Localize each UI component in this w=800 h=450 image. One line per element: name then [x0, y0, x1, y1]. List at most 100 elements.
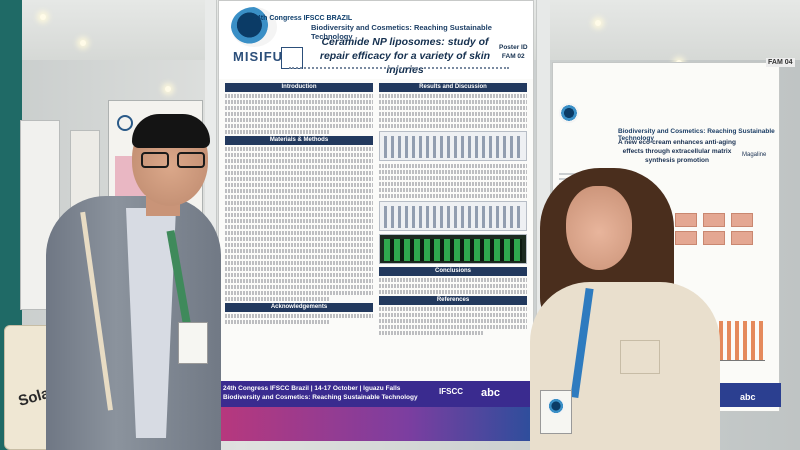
poster-column-left: Introduction Materials & Methods — [225, 81, 373, 381]
body-text — [379, 194, 527, 198]
body-text — [379, 100, 527, 104]
poster-footer-text: 24th Congress IFSCC Brazil | 14-17 Octob… — [223, 385, 418, 401]
body-text — [225, 237, 373, 241]
body-text — [379, 118, 527, 122]
body-text — [225, 153, 373, 157]
body-text — [225, 285, 373, 289]
woman-face — [566, 186, 632, 270]
body-text — [225, 297, 329, 301]
brand-logo: MISIFU — [233, 49, 284, 64]
body-text — [225, 273, 373, 277]
body-text — [225, 94, 373, 98]
poster-id-code: FAM 02 — [501, 53, 525, 60]
body-text — [225, 118, 373, 122]
body-text — [225, 130, 329, 134]
ifscc-logo-icon — [559, 103, 579, 123]
body-text — [225, 231, 373, 235]
body-text — [225, 195, 373, 199]
body-text — [379, 307, 527, 311]
ifscc-logo-icon — [117, 115, 133, 131]
skin-sample-image — [675, 231, 697, 245]
figure-bars — [384, 136, 522, 158]
body-text — [379, 112, 527, 116]
body-text — [379, 284, 527, 288]
section-header: Materials & Methods — [225, 136, 373, 145]
body-text — [379, 176, 527, 180]
section-header: References — [379, 296, 527, 305]
body-text — [379, 94, 527, 98]
skin-sample-image — [731, 231, 753, 245]
body-text — [379, 188, 527, 192]
right-poster-theme: Biodiversity and Cosmetics: Reaching Sus… — [618, 128, 775, 142]
body-text — [225, 261, 373, 265]
body-text — [225, 100, 373, 104]
right-poster-sponsor: abc — [740, 392, 756, 402]
man-name-badge — [178, 322, 208, 364]
section-header: Acknowledgements — [225, 303, 373, 312]
brand-mark-icon — [281, 47, 303, 69]
glasses-lens — [177, 152, 205, 168]
body-text — [225, 177, 373, 181]
body-text — [379, 170, 527, 174]
poster-footer — [219, 381, 533, 407]
body-text — [225, 201, 373, 205]
body-text — [225, 267, 373, 271]
ceiling-light — [595, 20, 601, 26]
body-text — [225, 189, 373, 193]
body-text — [225, 279, 373, 283]
body-text — [225, 243, 373, 247]
body-text — [225, 159, 373, 163]
ceiling-light — [80, 40, 86, 46]
ceiling-light — [165, 86, 171, 92]
body-text — [379, 278, 527, 282]
skin-sample-image — [731, 213, 753, 227]
section-header: Results and Discussion — [379, 83, 527, 92]
body-text — [225, 314, 373, 318]
body-text — [225, 225, 373, 229]
body-text — [225, 213, 373, 217]
body-text — [225, 165, 373, 169]
poster-theme: Biodiversity and Cosmetics: Reaching Sus… — [311, 23, 492, 41]
ifscc-logo-icon — [231, 7, 277, 47]
body-text — [225, 171, 373, 175]
figure-bars — [384, 206, 522, 228]
body-text — [379, 124, 527, 128]
skin-sample-image — [675, 213, 697, 227]
poster-column-right: Results and Discussion Conclusions Refer… — [379, 81, 527, 381]
body-text — [225, 183, 373, 187]
main-poster: 24th Congress IFSCC BRAZIL MISIFU Biodiv… — [218, 0, 534, 441]
skin-sample-image — [703, 231, 725, 245]
results-figure — [379, 131, 527, 161]
ifscc-logo-text: 24th Congress IFSCC BRAZIL — [253, 15, 353, 22]
body-text — [225, 255, 373, 259]
body-text — [225, 112, 373, 116]
man-hair — [132, 114, 210, 148]
authors-line — [289, 67, 509, 75]
body-text — [225, 147, 373, 151]
body-text — [379, 164, 527, 168]
body-text — [379, 319, 527, 323]
section-header: Conclusions — [379, 267, 527, 276]
woman-name-badge — [540, 390, 572, 434]
skin-sample-image — [703, 213, 725, 227]
body-text — [225, 106, 373, 110]
glasses-icon — [141, 152, 211, 170]
body-text — [225, 207, 373, 211]
poster-id-label: Poster ID — [499, 44, 528, 51]
body-text — [379, 106, 527, 110]
poster-bottom-strip — [219, 407, 533, 441]
ceiling-light — [40, 14, 46, 20]
body-text — [379, 290, 527, 294]
footer-sponsor-logo: abc — [481, 387, 500, 399]
shirt-pocket — [620, 340, 660, 374]
right-poster-title: A new eco-cream enhances anti-aging effe… — [618, 139, 736, 164]
glasses-lens — [141, 152, 169, 168]
body-text — [225, 124, 373, 128]
section-header: Introduction — [225, 83, 373, 92]
figure-cells — [384, 239, 522, 261]
ifscc-logo-icon — [547, 397, 565, 415]
body-text — [225, 320, 329, 324]
body-text — [379, 313, 527, 317]
body-text — [225, 219, 373, 223]
